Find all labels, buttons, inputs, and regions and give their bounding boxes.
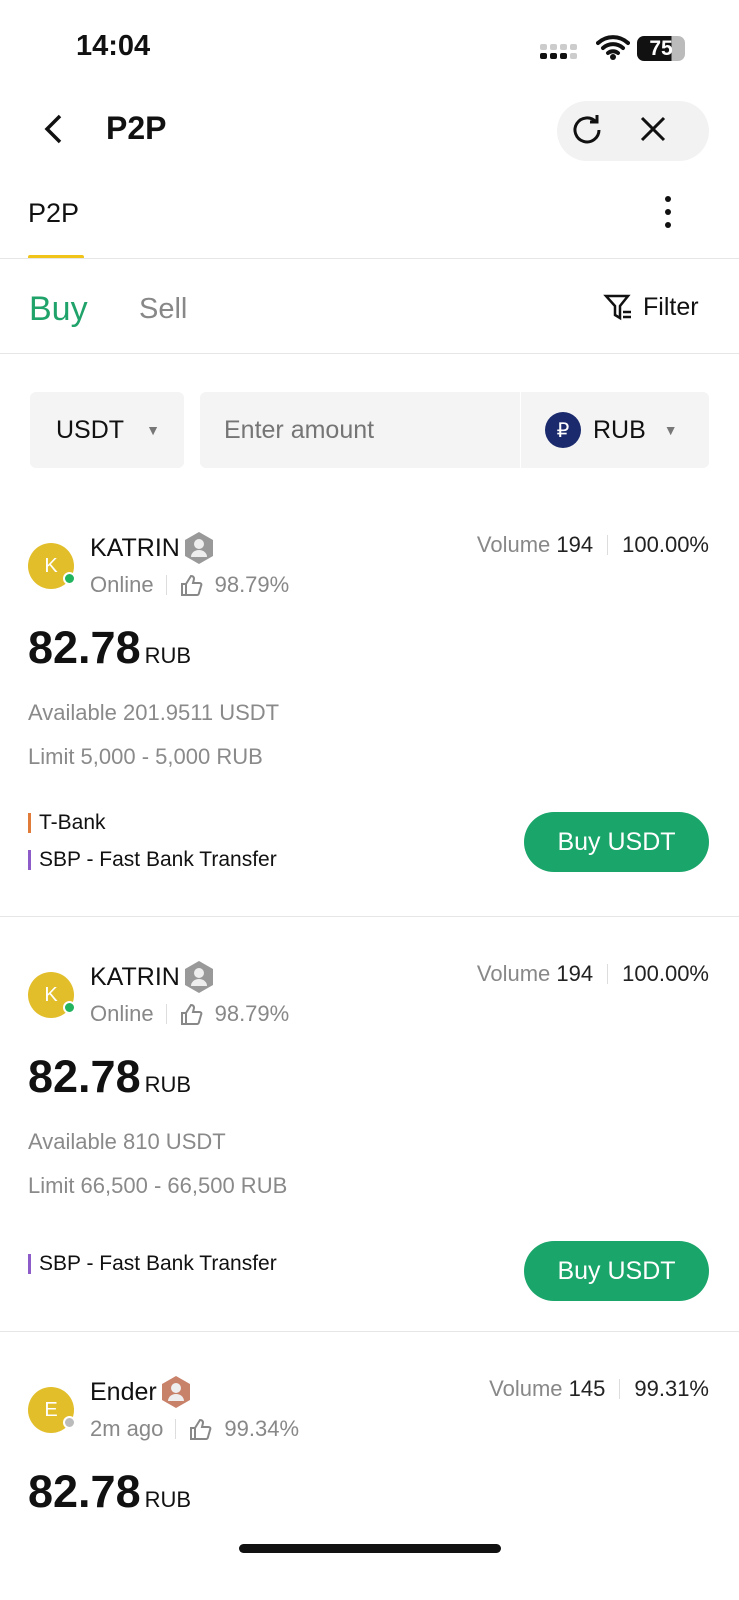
chevron-down-icon: ▼ (146, 422, 160, 438)
payment-method: SBP - Fast Bank Transfer (28, 848, 277, 872)
fiat-select[interactable]: ₽ RUB ▼ (521, 412, 678, 448)
presence-dot (63, 1001, 76, 1014)
crypto-value: USDT (56, 415, 125, 444)
price-value: 82.78 (28, 1466, 141, 1517)
sell-tab[interactable]: Sell (139, 293, 188, 325)
seller-avatar[interactable]: E (28, 1387, 76, 1433)
price: 82.78 RUB (28, 1466, 191, 1518)
refresh-icon[interactable] (570, 112, 604, 146)
seller-status: Online (90, 1001, 154, 1026)
header-actions (557, 101, 709, 161)
tab-p2p[interactable]: P2P (28, 198, 80, 228)
thumbs-up-icon (180, 1003, 202, 1025)
price-currency: RUB (144, 643, 192, 668)
payment-method-name: SBP - Fast Bank Transfer (39, 848, 277, 871)
active-tab-indicator (28, 255, 84, 259)
price: 82.78 RUB (28, 1051, 191, 1103)
available-amount: Available 201.9511 USDT (28, 700, 280, 725)
ruble-icon: ₽ (545, 412, 581, 448)
seller-name[interactable]: Ender (90, 1374, 193, 1410)
payment-method-name: SBP - Fast Bank Transfer (39, 1252, 277, 1275)
thumbs-up-icon (190, 1418, 212, 1440)
filter-label: Filter (643, 292, 699, 321)
merchant-badge-icon (184, 961, 213, 993)
completion-rate: 100.00% (622, 961, 709, 986)
merchant-badge-icon (184, 532, 213, 564)
filter-icon (603, 294, 631, 321)
seller-status: Online (90, 572, 154, 597)
volume-label: Volume (489, 1376, 563, 1401)
fiat-value: RUB (593, 415, 646, 444)
presence-dot (63, 572, 76, 585)
volume-value: 194 (556, 961, 594, 986)
battery-icon: 75 (637, 36, 685, 61)
rating: 98.79% (214, 1001, 290, 1026)
crypto-select[interactable]: USDT ▼ (30, 392, 184, 468)
seller-name-text: Ender (90, 1377, 157, 1406)
payment-method: T-Bank (28, 811, 106, 835)
price-value: 82.78 (28, 622, 141, 673)
seller-avatar[interactable]: K (28, 972, 76, 1018)
price-currency: RUB (144, 1072, 192, 1097)
rating: 98.79% (214, 572, 290, 597)
chevron-down-icon: ▼ (663, 422, 678, 438)
seller-name[interactable]: KATRIN (90, 530, 216, 566)
buy-usdt-button[interactable]: Buy USDT (524, 1241, 709, 1301)
back-icon[interactable] (40, 112, 66, 146)
seller-status: 2m ago (90, 1416, 164, 1441)
price: 82.78 RUB (28, 622, 191, 674)
divider (0, 258, 739, 259)
seller-name-text: KATRIN (90, 533, 180, 562)
rating: 99.34% (224, 1416, 300, 1441)
volume-value: 194 (556, 532, 594, 557)
amount-input[interactable] (200, 415, 520, 445)
seller-name-text: KATRIN (90, 962, 180, 991)
presence-dot (63, 1416, 76, 1429)
seller-name[interactable]: KATRIN (90, 959, 216, 995)
volume-value: 145 (568, 1376, 606, 1401)
more-icon[interactable] (662, 194, 674, 230)
amount-row: ₽ RUB ▼ (200, 392, 709, 468)
cellular-signal-icon (540, 44, 577, 59)
limit-range: Limit 5,000 - 5,000 RUB (28, 744, 263, 769)
wifi-icon (596, 35, 630, 60)
divider (0, 353, 739, 354)
volume-label: Volume (476, 961, 551, 986)
seller-avatar[interactable]: K (28, 543, 76, 589)
price-currency: RUB (144, 1487, 192, 1512)
buy-usdt-button[interactable]: Buy USDT (524, 812, 709, 872)
merchant-badge-icon (161, 1376, 190, 1408)
status-time: 14:04 (76, 30, 151, 62)
buy-tab[interactable]: Buy (29, 290, 88, 328)
completion-rate: 99.31% (634, 1376, 709, 1401)
divider (0, 916, 739, 917)
home-indicator (239, 1544, 501, 1553)
divider (0, 1331, 739, 1332)
close-icon[interactable] (638, 114, 668, 144)
thumbs-up-icon (180, 574, 202, 596)
completion-rate: 100.00% (622, 532, 709, 557)
available-amount: Available 810 USDT (28, 1129, 226, 1154)
filter-button[interactable]: Filter (603, 292, 699, 322)
page-title: P2P (106, 110, 167, 146)
volume-label: Volume (476, 532, 551, 557)
payment-method-name: T-Bank (39, 811, 106, 834)
price-value: 82.78 (28, 1051, 141, 1102)
limit-range: Limit 66,500 - 66,500 RUB (28, 1173, 288, 1198)
payment-method: SBP - Fast Bank Transfer (28, 1252, 277, 1276)
